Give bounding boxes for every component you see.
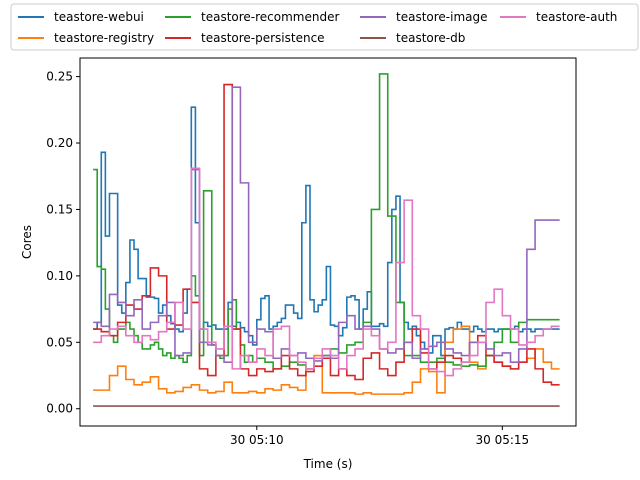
x-tick-label: 30 05:10 — [230, 433, 284, 447]
plot-frame — [79, 57, 577, 427]
y-tick-label: 0.15 — [46, 202, 73, 216]
legend-label-teastore-persistence: teastore-persistence — [201, 31, 325, 45]
series-layer — [93, 73, 560, 407]
y-tick-label: 0.05 — [46, 335, 73, 349]
legend-label-teastore-db: teastore-db — [396, 31, 465, 45]
y-tick-label: 0.20 — [46, 136, 73, 150]
plot-area — [79, 57, 577, 427]
y-tick-label: 0.10 — [46, 269, 73, 283]
series-line-teastore-image — [93, 86, 560, 364]
series-line-teastore-webui — [93, 106, 560, 357]
legend: teastore-webui teastore-registry teastore-… — [10, 3, 639, 51]
legend-label-teastore-image: teastore-image — [396, 10, 488, 24]
legend-label-teastore-webui: teastore-webui — [54, 10, 144, 24]
y-axis-label: Cores — [20, 225, 34, 259]
legend-label-teastore-auth: teastore-auth — [536, 10, 617, 24]
legend-label-teastore-recommender: teastore-recommender — [201, 10, 339, 24]
series-line-teastore-persistence — [93, 83, 560, 386]
x-tick-label: 30 05:15 — [476, 433, 530, 447]
y-axis: 0.00 0.05 0.10 0.15 0.20 0.25 — [46, 70, 80, 416]
y-tick-label: 0.25 — [46, 70, 73, 84]
y-tick-label: 0.00 — [46, 402, 73, 416]
x-axis-label: Time (s) — [303, 457, 353, 471]
x-axis: 30 05:10 30 05:15 — [230, 426, 529, 447]
series-line-teastore-auth — [93, 167, 560, 377]
legend-label-teastore-registry: teastore-registry — [54, 31, 154, 45]
